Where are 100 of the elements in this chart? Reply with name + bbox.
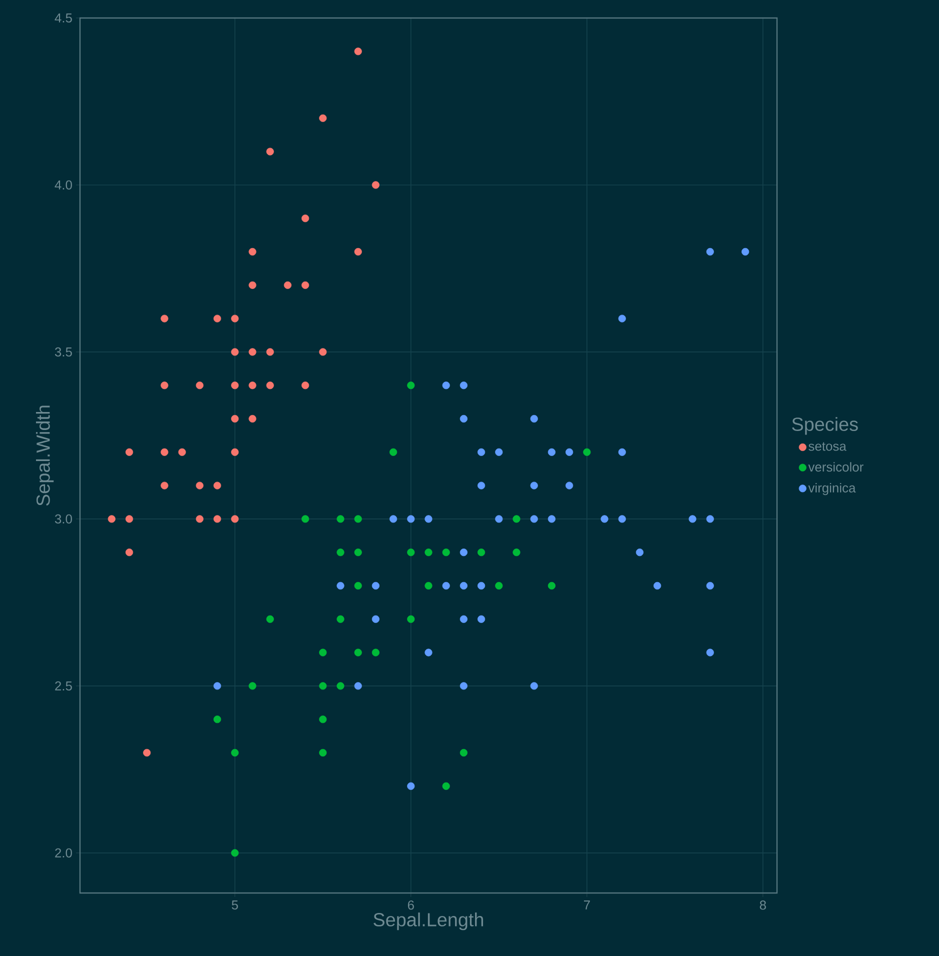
point bbox=[636, 548, 644, 556]
point bbox=[530, 682, 538, 690]
point bbox=[372, 648, 380, 656]
point bbox=[478, 582, 486, 590]
point bbox=[108, 515, 116, 523]
y-tick-label: 4.5 bbox=[54, 13, 72, 23]
point bbox=[478, 448, 486, 456]
point bbox=[424, 548, 432, 556]
point bbox=[196, 515, 204, 523]
point bbox=[248, 382, 256, 390]
point bbox=[424, 648, 432, 656]
point bbox=[301, 515, 310, 523]
point bbox=[160, 482, 168, 490]
point bbox=[548, 448, 556, 456]
point bbox=[548, 515, 556, 523]
point bbox=[548, 582, 556, 590]
y-axis-title: Sepal.Width bbox=[36, 406, 54, 506]
point bbox=[319, 748, 327, 757]
point bbox=[125, 515, 134, 523]
point bbox=[478, 482, 486, 490]
point bbox=[160, 382, 168, 390]
point bbox=[600, 515, 608, 523]
x-tick-label: 7 bbox=[584, 900, 590, 910]
point bbox=[583, 448, 591, 456]
point bbox=[248, 414, 256, 423]
point bbox=[566, 448, 574, 456]
point bbox=[301, 281, 310, 289]
point bbox=[354, 582, 362, 590]
point bbox=[495, 515, 503, 523]
point bbox=[530, 414, 538, 423]
point bbox=[706, 648, 714, 656]
x-tick-label: 8 bbox=[760, 900, 766, 910]
point bbox=[284, 281, 292, 289]
point bbox=[442, 582, 450, 590]
point bbox=[354, 515, 362, 523]
x-axis-title: Sepal.Length bbox=[374, 912, 484, 930]
point bbox=[530, 482, 538, 490]
point bbox=[460, 615, 468, 623]
point bbox=[512, 515, 520, 523]
point bbox=[125, 448, 134, 456]
point bbox=[460, 582, 468, 590]
point bbox=[407, 515, 415, 523]
point bbox=[266, 615, 274, 623]
point bbox=[495, 448, 503, 456]
point bbox=[213, 682, 222, 690]
point bbox=[319, 716, 327, 724]
point bbox=[231, 849, 239, 857]
point bbox=[231, 382, 239, 390]
point bbox=[301, 382, 310, 390]
point bbox=[160, 314, 168, 322]
point bbox=[354, 248, 362, 256]
y-tick-label: 3.5 bbox=[54, 347, 72, 357]
point bbox=[354, 648, 362, 656]
point bbox=[143, 748, 151, 757]
point bbox=[389, 515, 398, 523]
point bbox=[125, 548, 134, 556]
legend-label: setosa bbox=[808, 442, 846, 451]
point bbox=[266, 348, 274, 356]
point bbox=[424, 515, 432, 523]
point bbox=[336, 582, 344, 590]
y-tick-label: 4.0 bbox=[54, 180, 72, 190]
point bbox=[213, 482, 222, 490]
point bbox=[248, 348, 256, 356]
point bbox=[319, 114, 327, 122]
point bbox=[688, 515, 696, 523]
point bbox=[424, 582, 432, 590]
legend-label: versicolor bbox=[808, 462, 864, 472]
point bbox=[319, 348, 327, 356]
point bbox=[231, 414, 239, 423]
point bbox=[213, 314, 222, 322]
point bbox=[372, 615, 380, 623]
point bbox=[354, 548, 362, 556]
point bbox=[654, 582, 662, 590]
y-tick-label: 2.5 bbox=[55, 681, 72, 691]
point bbox=[354, 682, 362, 690]
y-tick-label: 2.0 bbox=[55, 848, 72, 858]
point bbox=[178, 448, 186, 456]
legend-title: Species bbox=[792, 417, 858, 435]
point bbox=[460, 414, 468, 423]
point bbox=[618, 448, 626, 456]
point bbox=[213, 515, 222, 523]
point bbox=[407, 615, 415, 623]
point bbox=[495, 582, 503, 590]
point bbox=[336, 515, 344, 523]
point bbox=[319, 648, 327, 656]
point bbox=[336, 615, 344, 623]
point bbox=[248, 281, 256, 289]
point bbox=[407, 782, 415, 790]
point bbox=[266, 382, 274, 390]
point bbox=[336, 682, 344, 690]
point bbox=[336, 548, 344, 556]
point bbox=[478, 615, 486, 623]
point bbox=[512, 548, 520, 556]
point bbox=[231, 348, 239, 356]
point bbox=[442, 548, 450, 556]
point bbox=[706, 248, 714, 256]
point bbox=[407, 382, 415, 390]
point bbox=[248, 682, 256, 690]
point bbox=[231, 515, 239, 523]
point bbox=[301, 214, 310, 222]
